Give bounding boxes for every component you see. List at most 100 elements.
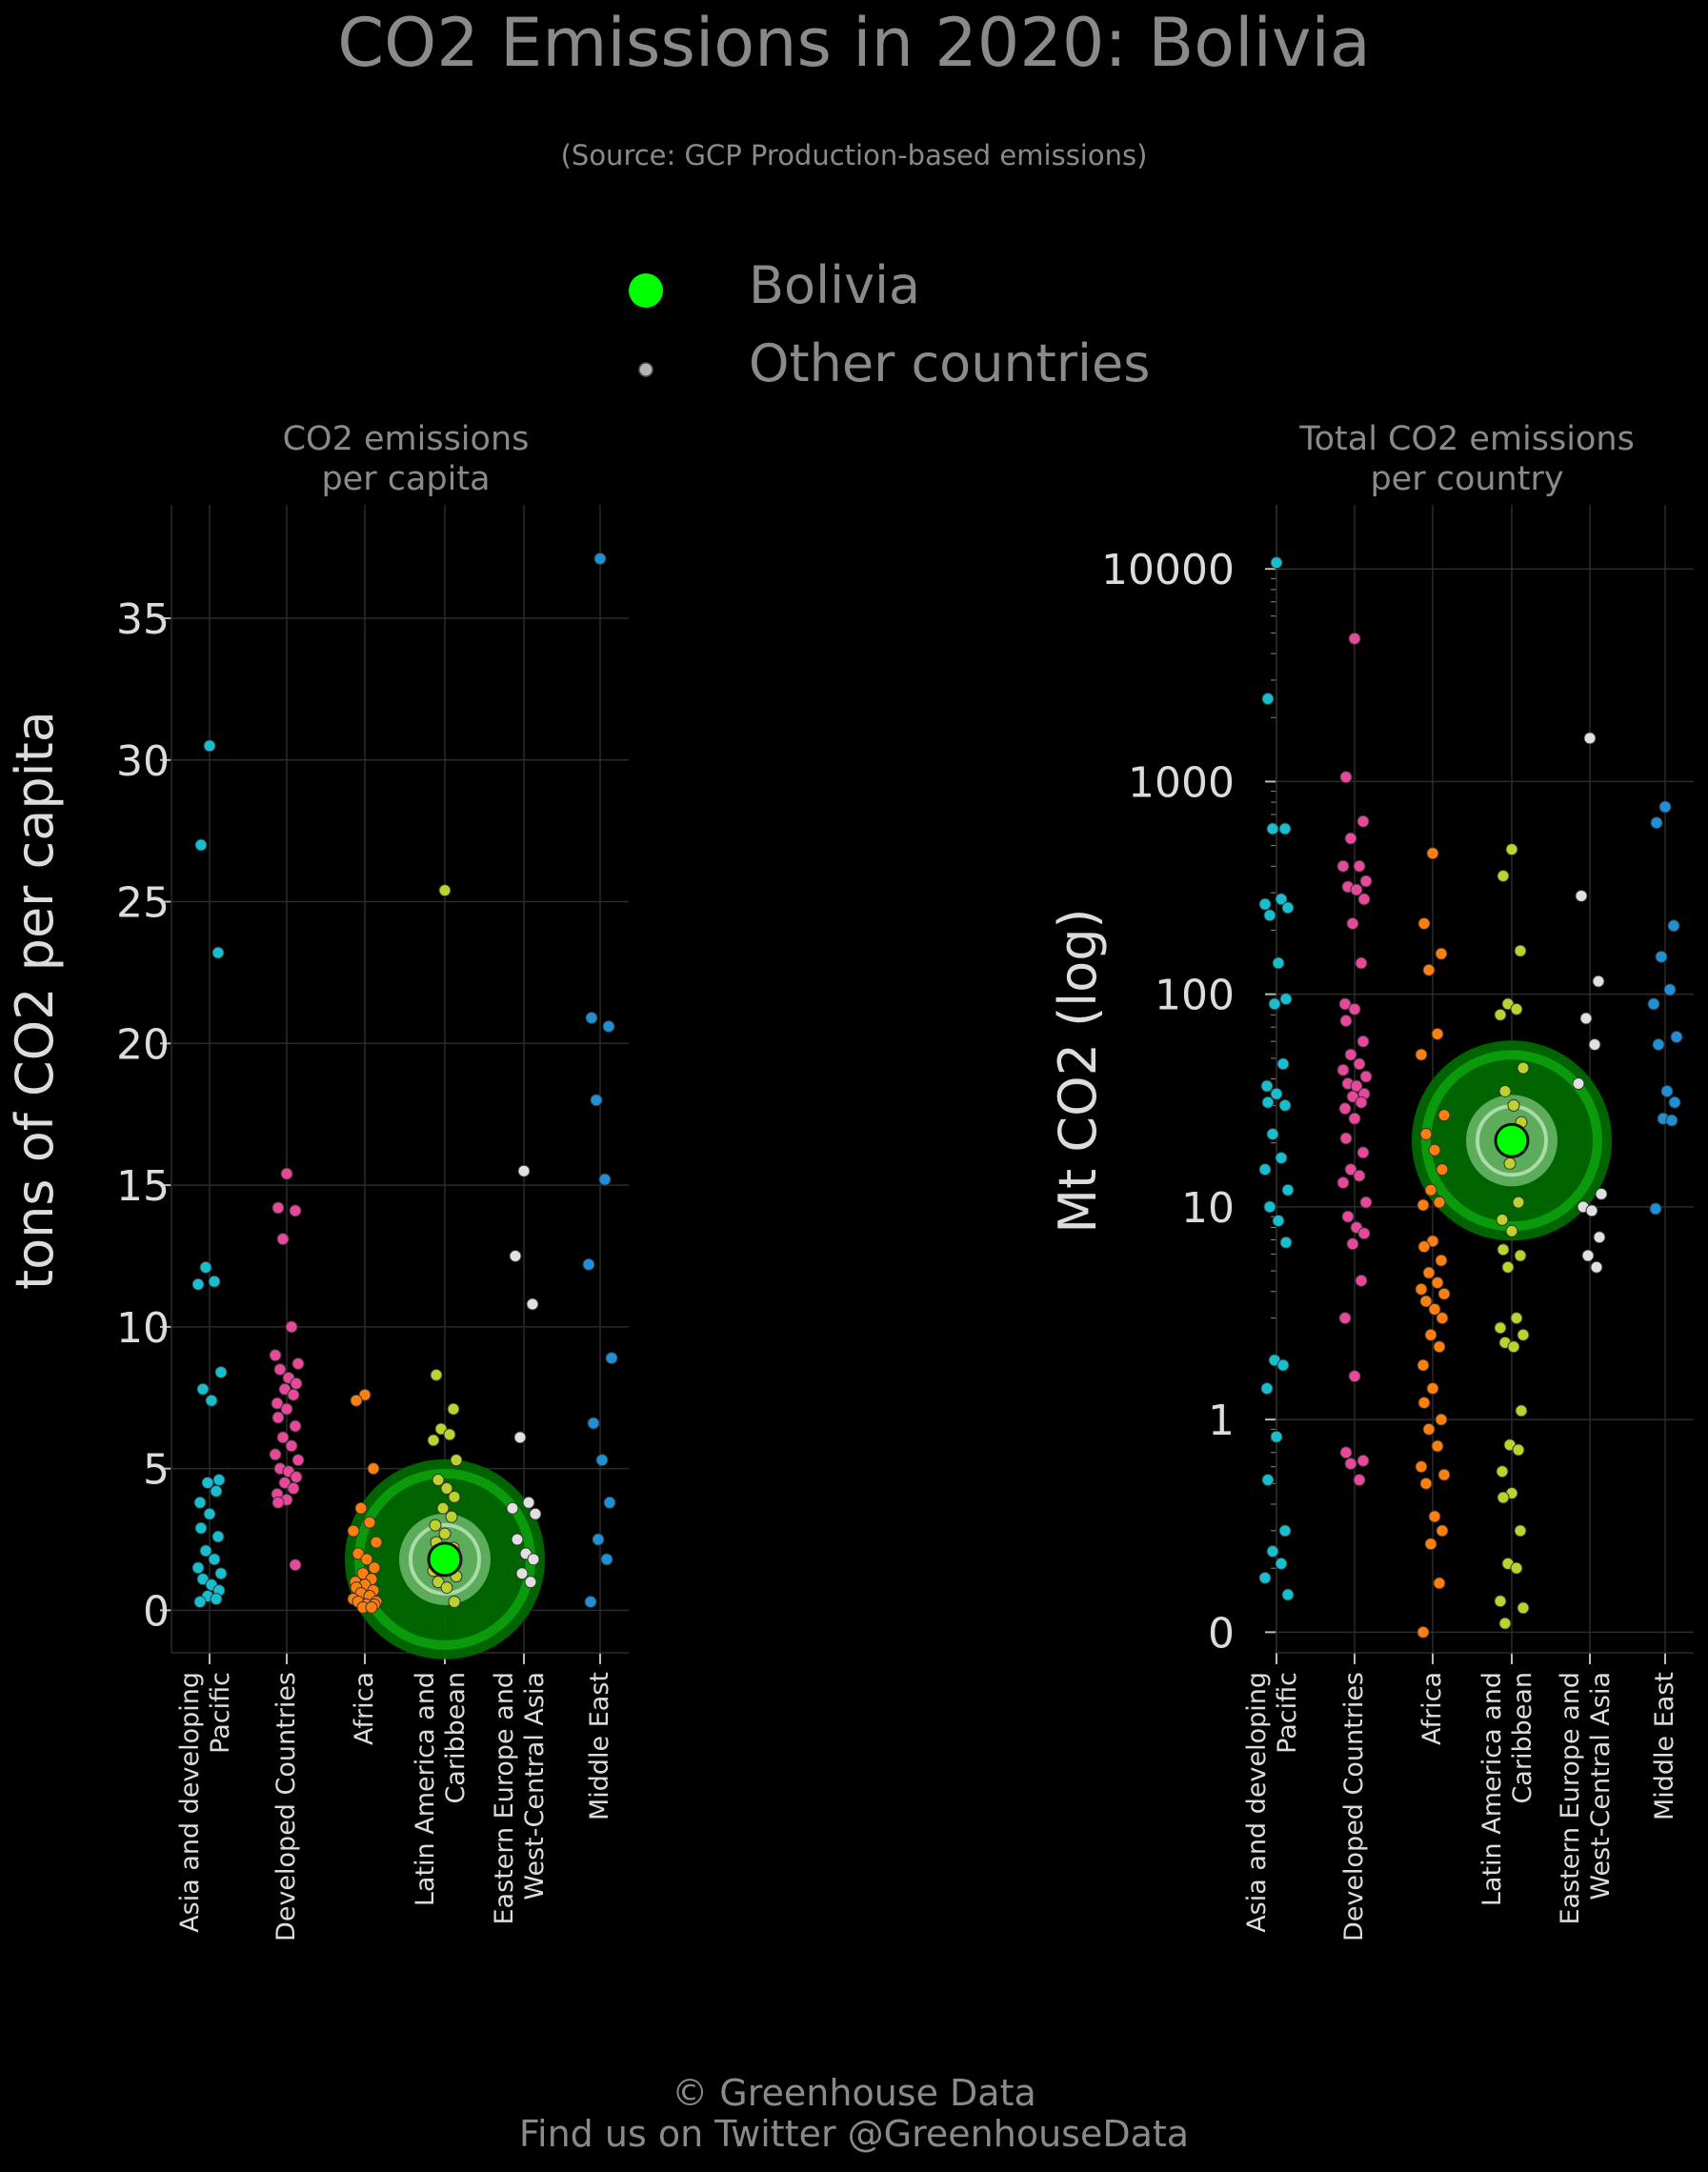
data-point: [1339, 1132, 1353, 1145]
data-point: [1419, 1295, 1433, 1308]
data-point: [1422, 1266, 1436, 1279]
data-point: [1417, 1198, 1430, 1212]
data-point: [585, 1012, 598, 1025]
y-tick-label: 10: [116, 1304, 170, 1353]
data-point: [593, 553, 607, 566]
x-tick-label: Eastern Europe andWest-Central Asia: [490, 1672, 550, 1925]
data-point: [1422, 1422, 1436, 1436]
y-tick-label: 15: [116, 1162, 170, 1211]
footer-twitter: Find us on Twitter @GreenhouseData: [518, 2113, 1190, 2155]
data-point: [210, 1592, 223, 1605]
data-point: [1336, 1176, 1350, 1189]
data-point: [598, 1173, 612, 1186]
data-point: [1415, 1048, 1428, 1061]
y-tick-label: 20: [116, 1020, 170, 1069]
data-point: [1258, 897, 1272, 911]
data-point: [1436, 1524, 1449, 1538]
y-tick-label: 25: [116, 879, 170, 928]
data-point: [1260, 1382, 1274, 1396]
data-point: [1435, 1413, 1448, 1426]
data-point: [360, 1553, 373, 1566]
data-point: [1261, 693, 1275, 706]
x-tick-label: Developed Countries: [1339, 1672, 1369, 1941]
data-point: [1663, 983, 1677, 996]
data-point: [1353, 1057, 1366, 1071]
x-tick-label-line: Eastern Europe and: [1556, 1672, 1585, 1925]
data-point: [370, 1536, 383, 1549]
data-point: [280, 1402, 293, 1416]
legend-label-other: Other countries: [749, 333, 1151, 393]
data-point: [199, 1260, 212, 1274]
data-point: [1512, 1196, 1525, 1209]
data-point: [363, 1516, 376, 1529]
legend-markers: [629, 273, 663, 377]
data-point: [1346, 1090, 1359, 1103]
data-point: [1281, 1183, 1295, 1197]
data-point: [522, 1496, 535, 1509]
data-point: [1356, 1146, 1370, 1159]
data-point: [1503, 1156, 1517, 1170]
x-tick-label-line: Caribbean: [441, 1672, 471, 1804]
data-point: [1497, 869, 1510, 882]
data-point: [1428, 1510, 1441, 1523]
legend-marker-bolivia: [629, 273, 663, 308]
data-point: [208, 1275, 221, 1288]
footer-copyright: © Greenhouse Data: [672, 2072, 1036, 2114]
x-tick-label-line: Africa: [1417, 1672, 1447, 1745]
data-point: [1258, 1571, 1272, 1584]
data-point: [434, 1422, 448, 1436]
data-point: [1507, 1098, 1520, 1112]
x-tick-label-line: Developed Countries: [1339, 1672, 1369, 1941]
data-point: [595, 1454, 609, 1467]
data-point: [1428, 1143, 1441, 1156]
data-point: [1270, 1430, 1283, 1443]
x-tick-label: Africa: [1417, 1672, 1447, 1745]
data-point: [1431, 1027, 1444, 1040]
data-point: [191, 1277, 205, 1291]
data-point: [1514, 1249, 1527, 1262]
data-point: [1346, 916, 1359, 930]
data-point: [1350, 883, 1363, 896]
data-point: [1426, 1235, 1439, 1248]
data-point: [1261, 1474, 1275, 1487]
data-point: [1278, 1098, 1292, 1112]
data-point: [1278, 1524, 1292, 1538]
data-point: [1341, 1210, 1355, 1223]
x-tick-label-line: Caribbean: [1508, 1672, 1537, 1804]
data-point: [211, 1530, 225, 1543]
y-tick-label: 0: [143, 1587, 170, 1636]
data-point: [1338, 1102, 1352, 1116]
data-point: [289, 1559, 302, 1572]
data-point: [1575, 889, 1588, 902]
data-point: [1668, 1096, 1681, 1109]
data-point: [515, 1567, 529, 1580]
data-point: [290, 1471, 303, 1484]
data-point: [350, 1394, 363, 1407]
data-point: [448, 1595, 461, 1608]
data-point: [1665, 1114, 1678, 1127]
data-point: [194, 1521, 208, 1535]
highlight-point-bolivia: [1494, 1122, 1530, 1158]
data-point: [602, 1019, 615, 1033]
data-point: [1426, 847, 1439, 860]
data-point: [285, 1439, 298, 1453]
data-point: [1585, 1204, 1598, 1217]
data-point: [1498, 1084, 1512, 1097]
data-point: [427, 1434, 440, 1447]
y-tick-label: 10000: [1101, 546, 1235, 594]
data-point: [1437, 1287, 1451, 1300]
data-point: [1494, 1595, 1507, 1608]
data-point: [1431, 1439, 1444, 1453]
data-point: [1417, 1625, 1430, 1639]
data-point: [1281, 901, 1295, 915]
data-point: [605, 1352, 618, 1365]
data-point: [1581, 1249, 1595, 1262]
data-point: [1433, 1577, 1446, 1590]
data-point: [513, 1431, 527, 1444]
data-point: [506, 1501, 519, 1515]
x-tick-label: Eastern Europe andWest-Central Asia: [1556, 1672, 1616, 1925]
data-point: [201, 1476, 214, 1489]
data-point: [347, 1524, 360, 1538]
data-point: [1359, 1070, 1373, 1083]
